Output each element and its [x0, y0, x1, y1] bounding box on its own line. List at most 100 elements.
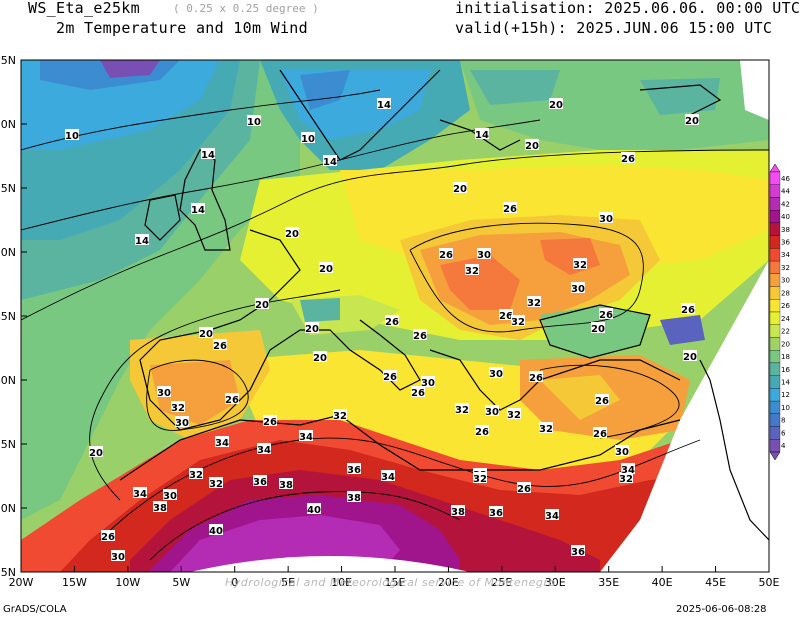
contour-label: 36: [347, 465, 361, 476]
contour-label: 32: [473, 474, 487, 485]
colorbar-swatch: [769, 273, 781, 287]
contour-label-bg: [111, 550, 125, 561]
colorbar-label: 16: [781, 366, 790, 374]
latitude-labels: 65N 60N 55N 50N 45N 40N 35N 30N 25N: [0, 54, 27, 579]
contour-label-bg: [285, 227, 299, 238]
lon-label: 40E: [652, 576, 673, 589]
contour-label-bg: [381, 470, 395, 481]
lat-label: 35N: [0, 438, 16, 451]
contour-label-bg: [199, 327, 213, 338]
contour-label-bg: [171, 401, 185, 412]
colorbar-label: 30: [781, 277, 790, 285]
contour-label: 10: [65, 131, 79, 142]
contour-label-bg: [681, 303, 695, 314]
colorbar-label: 14: [781, 379, 790, 387]
contour-label: 26: [213, 341, 227, 352]
contour-label: 34: [545, 511, 559, 522]
contour-label: 26: [475, 427, 489, 438]
contour-label: 14: [135, 236, 149, 247]
contour-label-bg: [209, 477, 223, 488]
lon-label: 45E: [705, 576, 726, 589]
contour-label: 26: [681, 305, 695, 316]
contour-label: 26: [621, 154, 635, 165]
contour-label-bg: [347, 491, 361, 502]
contour-label: 26: [383, 372, 397, 383]
contour-label: 32: [507, 410, 521, 421]
contour-label-bg: [545, 509, 559, 520]
contour-label-bg: [489, 367, 503, 378]
colorbar-swatch: [769, 171, 781, 185]
contour-label-bg: [455, 403, 469, 414]
contour-label-bg: [621, 152, 635, 163]
contour-label: 32: [573, 260, 587, 271]
init-time: initialisation: 2025.06.06. 00:00 UTC: [455, 0, 800, 17]
contour-label: 20: [525, 141, 539, 152]
contour-label-bg: [593, 427, 607, 438]
contour-label-bg: [383, 370, 397, 381]
lon-label: 20E: [438, 576, 459, 589]
contour-label: 32: [465, 266, 479, 277]
lat-label: 25N: [0, 566, 16, 579]
colorbar-swatch: [769, 260, 781, 274]
contour-label-bg: [347, 463, 361, 474]
contour-label-bg: [683, 350, 697, 361]
contour-label-bg: [525, 139, 539, 150]
contour-label-bg: [157, 386, 171, 397]
valid-time: valid(+15h): 2025.JUN.06 15:00 UTC: [455, 19, 773, 37]
colorbar-swatch: [769, 311, 781, 325]
contour-label: 34: [621, 465, 635, 476]
contour-label-bg: [529, 371, 543, 382]
colorbar-swatch: [769, 197, 781, 211]
contour-label: 20: [453, 184, 467, 195]
contour-label-bg: [163, 489, 177, 500]
contour-label-bg: [539, 422, 553, 433]
contour-label: 20: [305, 324, 319, 335]
contour-label-bg: [255, 298, 269, 309]
contour-label: 14: [323, 157, 337, 168]
contour-label-bg: [571, 545, 585, 556]
contour-label: 26: [101, 532, 115, 543]
colorbar-swatch: [769, 248, 781, 262]
contour-label-bg: [571, 282, 585, 293]
colorbar-label: 18: [781, 353, 790, 361]
contour-label-bg: [279, 478, 293, 489]
contour-label-bg: [135, 234, 149, 245]
contour-label-bg: [323, 155, 337, 166]
contour-label-bg: [215, 436, 229, 447]
contour-label-bg: [89, 446, 103, 457]
contour-label: 30: [615, 447, 629, 458]
contour-label-bg: [175, 416, 189, 427]
contour-label-bg: [65, 129, 79, 140]
colorbar-label: 46: [781, 175, 790, 183]
contour-label-bg: [465, 264, 479, 275]
contour-label: 30: [421, 378, 435, 389]
contour-label: 32: [189, 470, 203, 481]
contour-label: 38: [153, 503, 167, 514]
contour-label-bg: [517, 482, 531, 493]
contour-label: 26: [599, 310, 613, 321]
colorbar-swatch: [769, 439, 781, 453]
colorbar-swatch: [769, 210, 781, 224]
colorbar-bottom-arrow: [769, 451, 781, 461]
contour-label-bg: [511, 315, 525, 326]
contour-lines: [21, 89, 769, 561]
contour-label: 30: [157, 388, 171, 399]
contour-label-bg: [489, 506, 503, 517]
contour-label: 30: [111, 552, 125, 563]
colorbar-label: 24: [781, 315, 790, 323]
contour-label: 26: [517, 484, 531, 495]
contour-label: 30: [489, 369, 503, 380]
grid-resolution: ( 0.25 x 0.25 degree ): [173, 2, 319, 15]
colorbar-swatch: [769, 235, 781, 249]
contour-label: 26: [529, 373, 543, 384]
contour-label-bg: [305, 322, 319, 333]
contour-label-bg: [621, 463, 635, 474]
contour-label-bg: [413, 329, 427, 340]
contour-label-bg: [225, 393, 239, 404]
contour-label: 32: [455, 405, 469, 416]
contour-label: 10: [301, 134, 315, 145]
lat-label: 30N: [0, 502, 16, 515]
contour-label-bg: [377, 98, 391, 109]
contour-label-bg: [257, 443, 271, 454]
contour-label: 26: [413, 331, 427, 342]
